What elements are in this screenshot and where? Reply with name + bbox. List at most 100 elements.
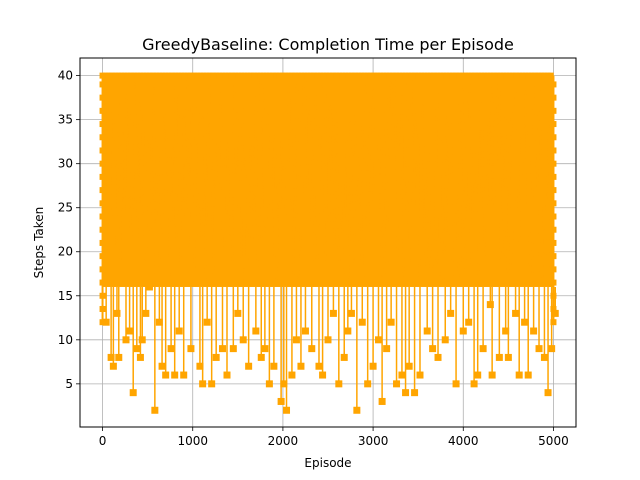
- series-marker: [232, 72, 239, 79]
- series-marker: [402, 389, 410, 397]
- series-marker: [544, 389, 552, 397]
- series-marker: [424, 72, 431, 79]
- series-marker: [500, 72, 507, 79]
- series-marker: [513, 72, 520, 79]
- series-marker: [200, 72, 207, 79]
- series-marker: [99, 279, 106, 286]
- series-marker: [519, 72, 526, 79]
- series-marker: [172, 72, 179, 79]
- series-marker: [145, 283, 153, 291]
- series-marker: [269, 72, 276, 79]
- series-marker: [99, 107, 106, 114]
- series-marker: [159, 72, 166, 79]
- series-marker: [378, 397, 386, 405]
- series-marker: [336, 72, 343, 79]
- series-marker: [393, 380, 401, 388]
- series-marker: [550, 94, 557, 101]
- series-marker: [550, 147, 557, 154]
- series-marker: [447, 309, 455, 317]
- y-axis: 5 10 15 20 25 30 35 40: [58, 69, 80, 391]
- series-marker: [377, 72, 384, 79]
- series-marker: [550, 266, 557, 273]
- series-marker: [387, 318, 395, 326]
- series-marker: [550, 81, 557, 88]
- series-marker: [191, 72, 198, 79]
- series-marker: [386, 72, 393, 79]
- series-marker: [208, 380, 216, 388]
- series-marker: [168, 72, 175, 79]
- series-marker: [225, 72, 232, 79]
- series-marker: [235, 72, 242, 79]
- series-marker: [418, 72, 425, 79]
- series-marker: [459, 72, 466, 79]
- series-marker: [326, 72, 333, 79]
- series-marker: [345, 72, 352, 79]
- series-marker: [490, 72, 497, 79]
- series-marker: [429, 345, 437, 353]
- series-marker: [241, 72, 248, 79]
- series-marker: [329, 72, 336, 79]
- series-marker: [486, 301, 494, 309]
- series-marker: [502, 327, 510, 335]
- series-marker: [99, 305, 106, 312]
- series-marker: [234, 309, 242, 317]
- series-marker: [238, 72, 245, 79]
- series-marker: [541, 72, 548, 79]
- series-marker: [525, 72, 532, 79]
- series-marker: [122, 336, 130, 344]
- x-axis-label: Episode: [304, 456, 351, 470]
- series-marker: [175, 72, 182, 79]
- series-marker: [487, 72, 494, 79]
- series-marker: [99, 239, 106, 246]
- series-marker: [430, 72, 437, 79]
- series-marker: [324, 336, 332, 344]
- series-marker: [184, 72, 191, 79]
- series-marker: [516, 72, 523, 79]
- series-marker: [416, 371, 424, 379]
- series-marker: [158, 362, 166, 370]
- series-marker: [550, 292, 557, 299]
- series-marker: [279, 72, 286, 79]
- series-marker: [551, 309, 559, 317]
- series-marker: [257, 72, 264, 79]
- series-marker: [440, 72, 447, 79]
- series-marker: [369, 362, 377, 370]
- series-marker: [509, 72, 516, 79]
- series-marker: [399, 72, 406, 79]
- series-marker: [323, 72, 330, 79]
- series-marker: [304, 72, 311, 79]
- series-marker: [140, 72, 147, 79]
- series-marker: [276, 72, 283, 79]
- series-marker: [257, 353, 265, 361]
- series-marker: [479, 345, 487, 353]
- series-marker: [333, 72, 340, 79]
- series-marker: [199, 380, 207, 388]
- series-marker: [402, 72, 409, 79]
- series-marker: [283, 406, 291, 414]
- series-marker: [389, 72, 396, 79]
- series-marker: [212, 353, 220, 361]
- series-marker: [254, 72, 261, 79]
- series-marker: [146, 72, 153, 79]
- series-marker: [474, 371, 482, 379]
- series-marker: [273, 72, 280, 79]
- series-marker: [113, 309, 121, 317]
- series-marker: [521, 318, 529, 326]
- series-marker: [203, 318, 211, 326]
- series-marker: [180, 371, 188, 379]
- y-tick-label: 25: [58, 201, 73, 215]
- series-marker: [187, 345, 195, 353]
- series-marker: [288, 371, 296, 379]
- y-axis-label: Steps Taken: [32, 207, 46, 279]
- series-marker: [136, 353, 144, 361]
- series-marker: [405, 72, 412, 79]
- series-marker: [218, 345, 226, 353]
- series-marker: [270, 362, 278, 370]
- series-marker: [375, 336, 383, 344]
- series-marker: [531, 72, 538, 79]
- series-marker: [115, 353, 123, 361]
- series-marker: [393, 72, 400, 79]
- series-marker: [285, 72, 292, 79]
- series-marker: [550, 213, 557, 220]
